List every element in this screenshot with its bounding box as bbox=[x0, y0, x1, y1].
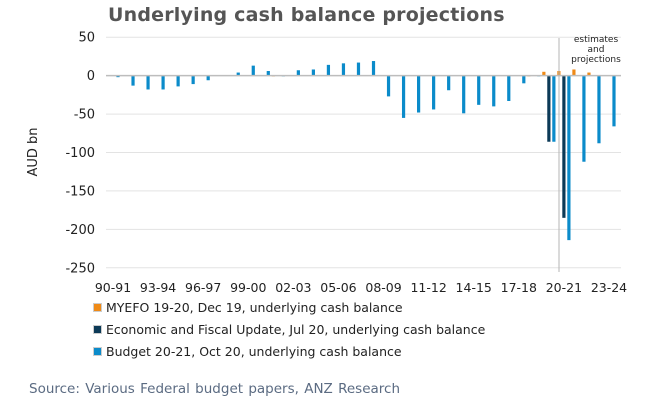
x-tick-label: 05-06 bbox=[320, 280, 356, 295]
bar bbox=[522, 75, 526, 84]
bar bbox=[462, 75, 466, 114]
legend-swatch bbox=[93, 325, 102, 334]
y-tick-label: 50 bbox=[78, 31, 95, 46]
legend-item-budget: Budget 20-21, Oct 20, underlying cash ba… bbox=[93, 344, 402, 359]
x-tick-label: 02-03 bbox=[275, 280, 311, 295]
bar bbox=[296, 70, 300, 76]
legend-item-myefo: MYEFO 19-20, Dec 19, underlying cash bal… bbox=[93, 300, 403, 315]
x-tick-label: 20-21 bbox=[546, 280, 582, 295]
bar bbox=[131, 75, 135, 86]
y-tick-label: -250 bbox=[65, 261, 95, 276]
bar bbox=[206, 75, 210, 81]
x-tick-label: 96-97 bbox=[185, 280, 221, 295]
x-tick-label: 11-12 bbox=[410, 280, 446, 295]
bar bbox=[326, 64, 331, 76]
bar bbox=[552, 75, 556, 142]
x-tick-label: 99-00 bbox=[230, 280, 266, 295]
bar bbox=[176, 75, 180, 87]
bar bbox=[371, 61, 376, 76]
y-tick-label: 0 bbox=[87, 69, 95, 84]
legend-label: Economic and Fiscal Update, Jul 20, unde… bbox=[106, 322, 486, 337]
bar bbox=[191, 75, 195, 85]
bar bbox=[356, 62, 361, 76]
bar bbox=[477, 75, 481, 105]
bar bbox=[386, 75, 391, 97]
bar bbox=[547, 75, 551, 142]
y-tick-label: -50 bbox=[74, 108, 95, 123]
bar bbox=[341, 63, 346, 76]
source-note: Source: Various Federal budget papers, A… bbox=[29, 381, 401, 397]
x-tick-label: 17-18 bbox=[501, 280, 537, 295]
legend-swatch bbox=[93, 347, 102, 356]
bar bbox=[401, 75, 406, 118]
bar bbox=[432, 75, 436, 110]
x-tick-label: 08-09 bbox=[365, 280, 401, 295]
x-tick-label: 90-91 bbox=[95, 280, 131, 295]
y-tick-label: -100 bbox=[65, 146, 95, 161]
legend-item-efu: Economic and Fiscal Update, Jul 20, unde… bbox=[93, 322, 485, 337]
bar bbox=[146, 75, 150, 90]
bar bbox=[251, 65, 255, 76]
bar bbox=[567, 75, 571, 241]
x-tick-label: 14-15 bbox=[456, 280, 492, 295]
bar bbox=[572, 69, 576, 76]
y-axis-label: AUD bn bbox=[26, 127, 41, 176]
bar bbox=[507, 75, 511, 101]
bar-chart: 50 0 -50 -100 -150 -200 -250 90-91 93-94 96-97 99… bbox=[26, 31, 627, 295]
legend-swatch bbox=[93, 303, 102, 312]
bar bbox=[417, 75, 421, 113]
bar bbox=[562, 75, 566, 218]
y-tick-label: -200 bbox=[65, 223, 95, 238]
bar bbox=[447, 75, 451, 91]
bar bbox=[116, 75, 120, 78]
bar bbox=[582, 75, 586, 162]
x-tick-label: 23-24 bbox=[591, 280, 627, 295]
bar bbox=[311, 69, 315, 76]
bar bbox=[587, 72, 591, 76]
y-tick-label: -150 bbox=[65, 184, 95, 199]
bar bbox=[492, 75, 496, 107]
estimates-annotation: estimates and projections bbox=[571, 35, 621, 65]
legend-label: MYEFO 19-20, Dec 19, underlying cash bal… bbox=[106, 300, 403, 315]
bar bbox=[236, 72, 240, 76]
bar bbox=[266, 71, 270, 76]
bar bbox=[597, 75, 601, 144]
bar bbox=[612, 75, 616, 127]
chart-title: Underlying cash balance projections bbox=[108, 4, 505, 26]
bar bbox=[542, 71, 546, 76]
x-tick-label: 93-94 bbox=[140, 280, 176, 295]
legend-label: Budget 20-21, Oct 20, underlying cash ba… bbox=[106, 344, 402, 359]
bar bbox=[161, 75, 165, 90]
